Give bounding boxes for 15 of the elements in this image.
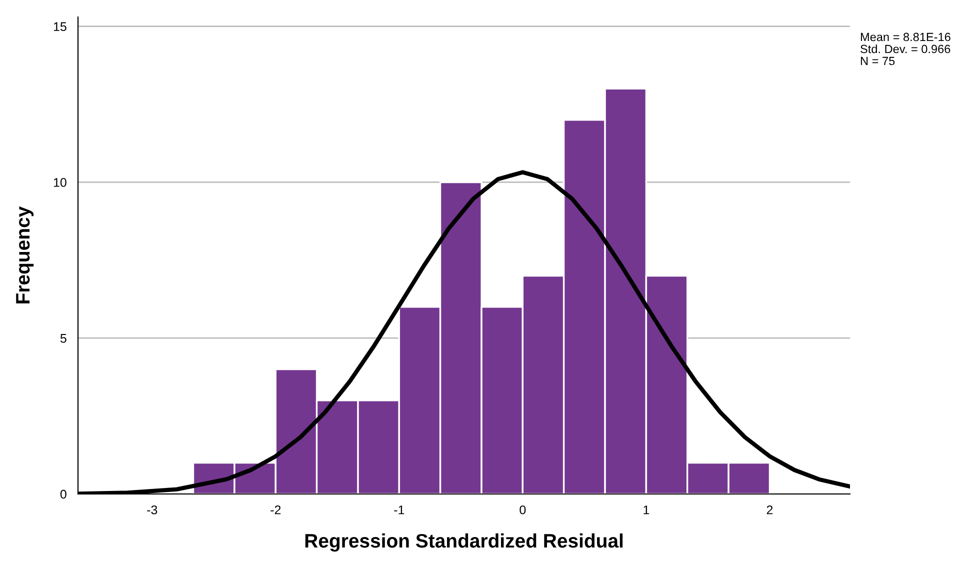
y-axis-title: Frequency (16, 206, 34, 304)
x-tick-label: -2 (270, 505, 281, 514)
text: N = 75 (860, 56, 895, 66)
y-tick-label: 15 (54, 22, 66, 32)
y-tick-label: 5 (60, 334, 66, 343)
y-tick-label: 10 (54, 178, 66, 187)
text: Mean = 8.81E-16 (860, 32, 950, 42)
x-tick-label: 2 (766, 505, 773, 514)
x-tick-label: -1 (394, 506, 404, 514)
text: Std. Dev. = 0.966 (860, 44, 950, 54)
x-tick-label: 0 (520, 505, 526, 514)
y-tick-label: 0 (60, 490, 66, 499)
x-tick-label: 1 (644, 506, 650, 514)
x-axis-title: Regression Standardized Residual (305, 533, 623, 552)
x-tick-label: -3 (147, 505, 158, 514)
